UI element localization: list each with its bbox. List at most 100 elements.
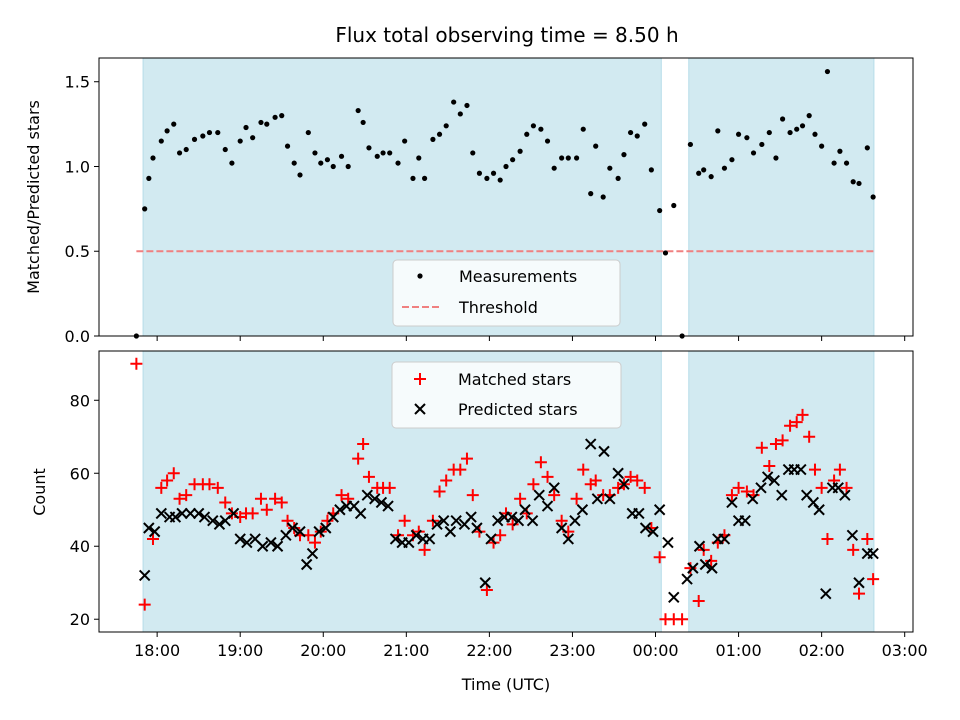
matched-stars-point — [180, 489, 193, 502]
predicted-stars-point — [693, 540, 706, 552]
measurements-point — [497, 177, 503, 183]
measurements-point — [490, 170, 497, 176]
predicted-stars-point — [410, 529, 423, 541]
measurements-point — [715, 128, 721, 134]
predicted-stars-point — [755, 482, 767, 494]
measurements-point — [544, 138, 551, 144]
matched-stars-point — [867, 573, 880, 586]
predicted-stars-point — [612, 467, 624, 479]
predicted-stars-point — [746, 493, 759, 505]
matched-stars-point — [494, 529, 507, 542]
predicted-stars-point — [820, 587, 832, 600]
measurements-point — [759, 141, 765, 148]
measurements-point — [593, 143, 599, 149]
measurements-point — [416, 155, 422, 161]
measurements-point — [538, 126, 544, 132]
ratio-plot-frame — [98, 57, 914, 337]
ratio-y-axis-label: Matched/Predicted stars — [24, 100, 43, 294]
measurements-point — [430, 136, 436, 142]
predicted-stars-point — [300, 558, 313, 571]
measurements-point — [330, 163, 336, 170]
measurements-point — [662, 250, 669, 256]
measurements-point — [600, 194, 606, 200]
y-tick-label: 60 — [70, 464, 90, 483]
matched-stars-point — [803, 430, 816, 443]
matched-stars-point — [342, 492, 355, 505]
predicted-stars-point — [639, 522, 652, 534]
measurements-point — [387, 150, 393, 156]
measurements-series — [133, 68, 876, 339]
predicted-stars-point — [184, 507, 197, 520]
matched-stars-point — [577, 463, 590, 476]
count-legend: Matched stars Predicted stars — [391, 361, 622, 429]
x-tick-label: 03:00 — [882, 641, 928, 660]
matched-stars-point — [321, 514, 334, 527]
matched-stars-point — [548, 489, 561, 502]
measurements-point — [524, 131, 530, 137]
measurements-point — [850, 179, 856, 185]
predicted-stars-point — [576, 504, 589, 516]
shaded-interval — [688, 57, 875, 337]
measurements-point — [870, 194, 876, 200]
predicted-stars-point — [569, 514, 581, 527]
predicted-stars-point — [776, 489, 788, 501]
matched-stars-point — [790, 416, 803, 429]
matched-stars-point — [225, 507, 238, 520]
measurements-point — [243, 124, 249, 131]
measurements-point — [422, 175, 428, 181]
measurements-point — [312, 150, 318, 156]
predicted-stars-point — [306, 547, 319, 560]
measurements-point — [779, 116, 786, 122]
matched-stars-point — [840, 481, 853, 494]
predicted-stars-point — [687, 562, 699, 574]
measurements-point — [464, 102, 470, 109]
predicted-stars-legend-label: Predicted stars — [458, 400, 578, 419]
count-x-axis: 18:00 19:00 20:00 21:00 22:00 23:00 00:00 01:00… — [134, 632, 928, 660]
predicted-stars-point — [361, 489, 373, 501]
measurements-point — [451, 99, 457, 105]
measurements-point — [176, 150, 183, 156]
predicted-stars-point — [512, 514, 525, 527]
predicted-stars-point — [506, 511, 518, 523]
matched-stars-legend-label: Matched stars — [458, 370, 571, 389]
measurements-point — [206, 129, 213, 136]
predicted-stars-legend-marker — [414, 403, 426, 415]
y-tick-label: 1.0 — [65, 157, 90, 176]
measurements-point — [164, 128, 170, 134]
matched-stars-point — [624, 470, 637, 483]
measurements-point — [222, 146, 228, 153]
measurements-point — [345, 163, 351, 170]
predicted-stars-point — [389, 533, 402, 545]
measurements-point — [696, 170, 702, 176]
measurements-point — [457, 111, 463, 117]
predicted-stars-point — [375, 496, 388, 509]
measurements-point — [824, 68, 831, 75]
measurements-point — [574, 155, 580, 161]
measurements-point — [806, 113, 812, 119]
predicted-stars-point — [207, 514, 219, 527]
measurements-point — [146, 175, 152, 181]
predicted-stars-point — [519, 504, 531, 516]
matched-stars-point — [861, 532, 874, 545]
measurements-point — [291, 160, 297, 166]
matched-stars-point — [755, 441, 768, 454]
predicted-stars-point — [647, 525, 659, 538]
measurements-point — [843, 160, 850, 166]
matched-stars-point — [173, 492, 186, 505]
predicted-stars-point — [853, 577, 865, 589]
x-tick-label: 23:00 — [549, 641, 595, 660]
ratio-legend-box — [392, 259, 621, 327]
predicted-stars-point — [169, 511, 182, 523]
measurements-point — [831, 160, 837, 166]
matched-stars-point — [357, 438, 370, 451]
predicted-stars-point — [479, 577, 491, 589]
matched-stars-point — [769, 438, 782, 451]
predicted-stars-point — [867, 547, 879, 560]
predicted-stars-point — [485, 533, 497, 545]
predicted-stars-point — [382, 500, 394, 512]
predicted-stars-point — [555, 522, 568, 534]
x-tick-label: 22:00 — [466, 641, 512, 660]
predicted-stars-point — [618, 478, 630, 490]
measurements-point — [215, 129, 221, 136]
y-tick-label: 40 — [70, 537, 90, 556]
